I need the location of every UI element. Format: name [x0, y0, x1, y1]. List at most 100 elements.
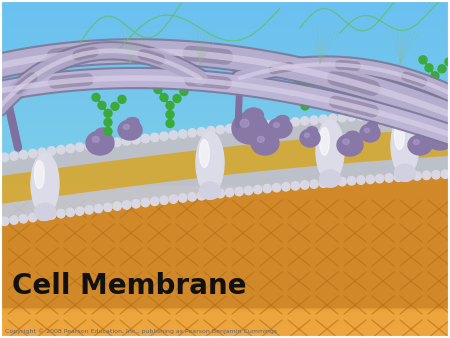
Circle shape [104, 110, 112, 117]
Bar [0, 180, 450, 181]
Bar [0, 183, 450, 184]
Bar [0, 101, 450, 102]
Circle shape [150, 133, 159, 142]
Circle shape [347, 177, 356, 185]
Bar [0, 172, 450, 173]
Circle shape [394, 173, 403, 182]
Bar [0, 28, 450, 29]
Ellipse shape [31, 153, 59, 215]
Bar [0, 125, 450, 126]
Circle shape [235, 187, 243, 196]
Bar [0, 53, 450, 54]
Bar [0, 43, 450, 44]
Bar [0, 321, 450, 338]
Circle shape [166, 111, 174, 119]
Bar [0, 309, 450, 338]
Circle shape [404, 108, 412, 117]
Bar [0, 95, 450, 96]
Bar [0, 25, 450, 26]
Bar [0, 327, 450, 338]
Bar [0, 319, 450, 338]
Circle shape [431, 90, 439, 98]
Ellipse shape [395, 122, 404, 149]
Circle shape [198, 192, 206, 200]
Circle shape [57, 210, 65, 218]
Bar [0, 18, 450, 19]
Bar [0, 140, 450, 141]
Bar [0, 70, 450, 71]
Bar [0, 126, 450, 127]
Circle shape [445, 58, 450, 66]
Bar [0, 10, 450, 11]
Bar [0, 142, 450, 143]
Bar [0, 335, 450, 338]
Ellipse shape [233, 65, 247, 81]
Bar [0, 77, 450, 78]
Bar [0, 110, 450, 111]
Bar [0, 42, 450, 43]
Bar [0, 318, 450, 338]
Polygon shape [0, 112, 450, 220]
Circle shape [169, 131, 178, 139]
Bar [0, 102, 450, 103]
Bar [0, 17, 450, 18]
Bar [0, 166, 450, 167]
Circle shape [160, 132, 168, 140]
Bar [0, 117, 450, 118]
Text: Copyright © 2008 Pearson Education, Inc., publishing as Pearson Benjamin Cumming: Copyright © 2008 Pearson Education, Inc.… [5, 328, 277, 334]
Circle shape [385, 110, 393, 118]
Circle shape [188, 129, 196, 137]
Bar [0, 47, 450, 48]
Circle shape [66, 144, 75, 152]
Bar [0, 92, 450, 93]
Circle shape [29, 213, 37, 222]
Bar [0, 89, 450, 90]
Bar [0, 6, 450, 7]
Bar [0, 83, 450, 84]
Ellipse shape [320, 127, 329, 155]
Bar [0, 37, 450, 38]
Circle shape [357, 176, 365, 184]
Bar [0, 145, 450, 146]
Circle shape [366, 111, 374, 120]
Bar [0, 4, 450, 5]
Bar [0, 52, 450, 53]
Bar [0, 66, 450, 67]
Bar [0, 312, 450, 338]
Bar [0, 337, 450, 338]
Circle shape [315, 70, 323, 78]
Circle shape [29, 149, 37, 158]
Ellipse shape [268, 118, 292, 138]
Bar [0, 106, 450, 107]
Circle shape [308, 77, 316, 85]
Ellipse shape [251, 131, 279, 155]
Bar [0, 112, 450, 113]
Ellipse shape [300, 129, 320, 147]
Circle shape [413, 172, 421, 180]
Bar [0, 8, 450, 9]
Bar [0, 134, 450, 135]
Circle shape [19, 215, 27, 223]
Bar [0, 119, 450, 120]
Bar [0, 313, 450, 338]
Bar [0, 56, 450, 57]
Bar [0, 45, 450, 46]
Circle shape [132, 199, 140, 208]
Bar [0, 120, 450, 121]
Bar [0, 332, 450, 338]
Bar [0, 315, 450, 338]
Text: Cell Membrane: Cell Membrane [12, 272, 247, 300]
Bar [0, 171, 450, 172]
Circle shape [10, 216, 18, 224]
Circle shape [179, 130, 187, 138]
Bar [0, 147, 450, 148]
Circle shape [244, 122, 252, 131]
Bar [0, 132, 450, 133]
Bar [0, 38, 450, 39]
Circle shape [104, 118, 112, 126]
Bar [0, 159, 450, 160]
Circle shape [380, 65, 388, 72]
Bar [0, 329, 450, 338]
Bar [0, 330, 450, 338]
Circle shape [19, 150, 27, 159]
